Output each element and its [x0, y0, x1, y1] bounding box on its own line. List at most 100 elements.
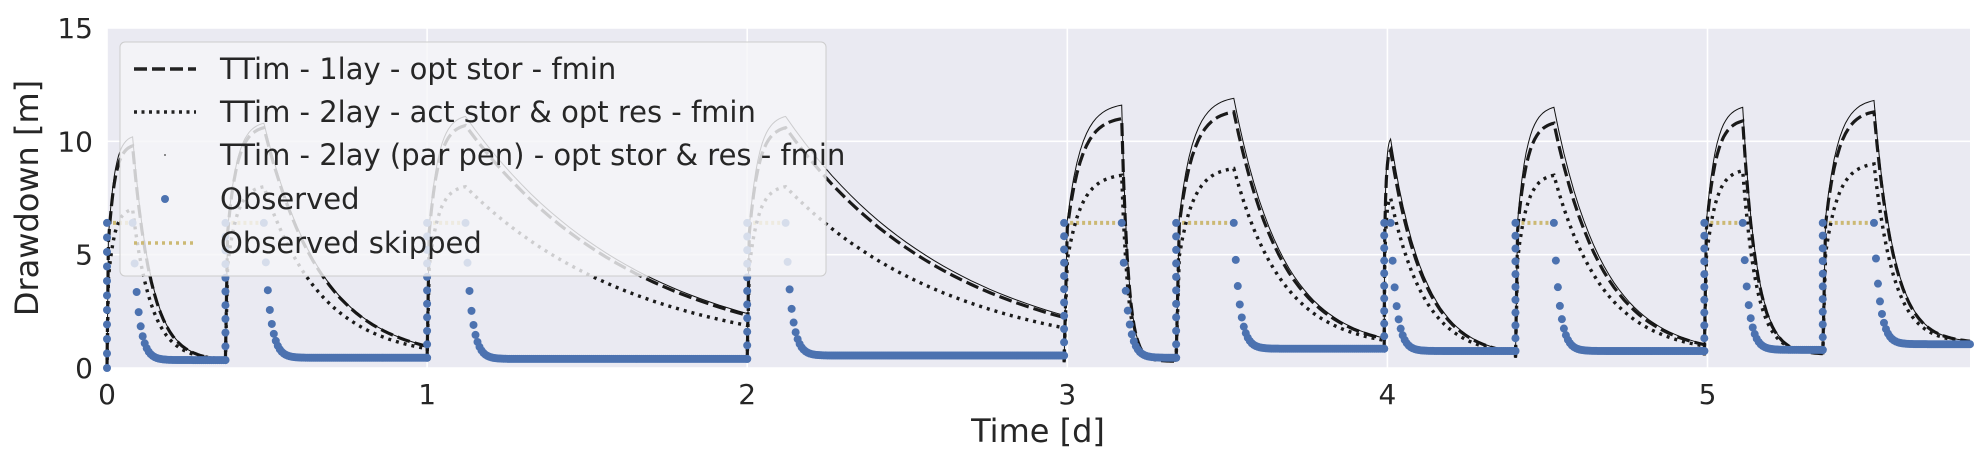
observed-point	[1511, 270, 1520, 279]
observed-point	[1966, 340, 1974, 349]
observed-point	[103, 291, 111, 300]
observed-point	[1700, 321, 1709, 330]
observed-point	[134, 308, 143, 317]
observed-point	[1748, 323, 1757, 332]
observed-point	[1060, 311, 1069, 320]
observed-point	[1119, 258, 1128, 267]
observed-point	[1380, 306, 1389, 315]
observed-point	[221, 314, 230, 323]
observed-point	[1380, 332, 1389, 341]
observed-point	[1559, 324, 1568, 333]
observed-point	[423, 299, 432, 308]
legend-label-2lay-act: TTim - 2lay - act stor & opt res - fmin	[219, 95, 756, 129]
observed-point	[1700, 295, 1709, 304]
observed-point	[1738, 218, 1747, 227]
observed-point	[103, 334, 111, 343]
observed-point	[1392, 302, 1401, 311]
observed-point	[1700, 231, 1709, 240]
observed-point	[103, 364, 111, 372]
observed-point	[1060, 232, 1069, 241]
observed-point	[1818, 295, 1827, 304]
y-axis-label: Drawdown [m]	[8, 80, 46, 316]
observed-point	[465, 286, 474, 295]
legend-label-1lay: TTim - 1lay - opt stor - fmin	[219, 52, 616, 86]
observed-point	[1125, 320, 1134, 329]
observed-point	[1060, 218, 1069, 227]
observed-point	[1700, 308, 1709, 317]
observed-point	[136, 322, 145, 331]
observed-point	[1511, 282, 1520, 291]
observed-point	[1869, 218, 1878, 227]
observed-point	[1818, 333, 1827, 342]
x-tick-label: 0	[98, 378, 116, 411]
observed-point	[1511, 218, 1520, 227]
observed-point	[1060, 285, 1069, 294]
observed-point	[789, 318, 798, 327]
observed-point	[1121, 286, 1130, 295]
observed-point	[1700, 244, 1709, 253]
observed-point	[1818, 345, 1827, 354]
observed-point	[743, 341, 752, 350]
observed-point	[1700, 334, 1709, 343]
observed-point	[1229, 218, 1238, 227]
observed-point	[1551, 256, 1560, 265]
legend: TTim - 1lay - opt stor - fmin TTim - 2la…	[119, 41, 845, 277]
observed-point	[1390, 283, 1399, 292]
observed-point	[1380, 294, 1389, 303]
observed-point	[1511, 321, 1520, 330]
observed-point	[423, 313, 432, 322]
observed-point	[221, 342, 230, 351]
observed-point	[1511, 257, 1520, 266]
observed-point	[1233, 282, 1242, 291]
observed-point	[103, 247, 111, 256]
observed-point	[1511, 308, 1520, 317]
observed-point	[1172, 286, 1181, 295]
legend-swatch-observed	[161, 195, 169, 203]
observed-point	[1123, 306, 1132, 315]
x-tick-label: 2	[738, 378, 756, 411]
observed-point	[1172, 218, 1181, 227]
observed-point	[1818, 269, 1827, 278]
legend-label-2lay-parpen: TTim - 2lay (par pen) - opt stor & res -…	[219, 138, 845, 172]
observed-point	[1818, 282, 1827, 291]
x-tick-label: 4	[1378, 378, 1396, 411]
observed-point	[269, 329, 278, 338]
observed-point	[263, 286, 272, 295]
observed-point	[1380, 269, 1389, 278]
observed-point	[1172, 259, 1181, 268]
observed-point	[103, 262, 111, 271]
observed-point	[1127, 330, 1136, 339]
observed-point	[423, 353, 432, 362]
observed-point	[1060, 338, 1069, 347]
x-tick-label: 1	[418, 378, 436, 411]
observed-point	[1380, 319, 1389, 328]
observed-point	[791, 328, 800, 337]
observed-point	[471, 330, 480, 339]
y-tick-label: 5	[75, 239, 93, 272]
x-tick-label: 5	[1699, 378, 1717, 411]
observed-point	[1172, 272, 1181, 281]
observed-point	[423, 286, 432, 295]
observed-point	[1818, 231, 1827, 240]
observed-point	[1511, 295, 1520, 304]
observed-point	[1818, 257, 1827, 266]
observed-point	[1231, 255, 1240, 264]
observed-point	[1818, 244, 1827, 253]
observed-point	[1380, 218, 1389, 227]
observed-point	[1396, 324, 1405, 333]
observed-point	[265, 305, 274, 314]
observed-point	[1877, 309, 1886, 318]
observed-point	[1380, 231, 1389, 240]
observed-point	[1172, 340, 1181, 349]
x-axis-label: Time [d]	[970, 412, 1105, 450]
observed-point	[1549, 218, 1558, 227]
observed-point	[423, 340, 432, 349]
observed-point	[1237, 313, 1246, 322]
observed-point	[1871, 254, 1880, 263]
observed-point	[1172, 232, 1181, 241]
observed-point	[1740, 256, 1749, 265]
observed-point	[1060, 258, 1069, 267]
observed-point	[1172, 313, 1181, 322]
observed-point	[743, 300, 752, 309]
observed-point	[1117, 218, 1126, 227]
